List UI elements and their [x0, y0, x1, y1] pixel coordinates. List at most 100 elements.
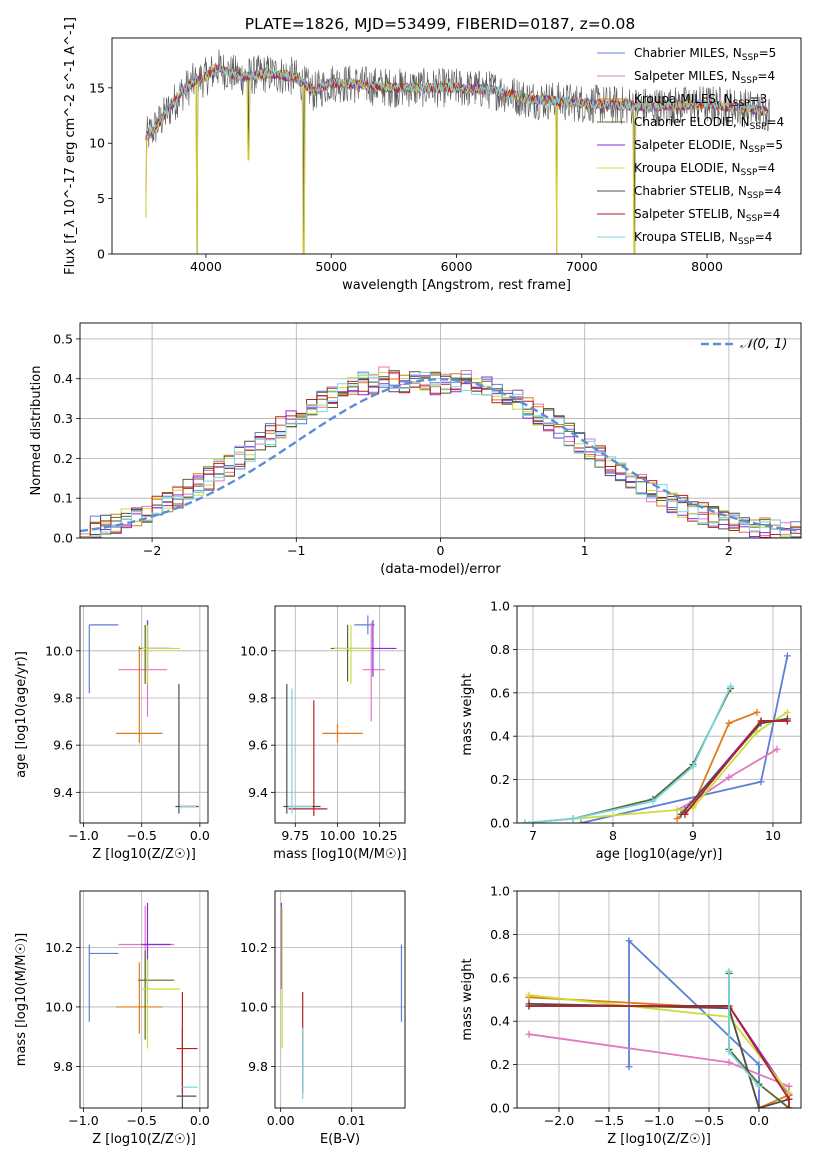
y-tick-label: 0.4	[53, 371, 73, 386]
panel-age_vs_Z: −1.0 −0.5 0.0 9.4 9.6 9.8 10.0 Z [log10(Z/Z☉)] a…	[14, 605, 210, 862]
plot-area	[88, 902, 198, 1108]
y-tick-label: 0.4	[490, 1014, 510, 1029]
series-marker	[755, 1104, 763, 1108]
series-marker	[753, 708, 761, 716]
y-tick-label: 0.5	[53, 331, 73, 346]
y-tick-label: 1.0	[490, 884, 510, 899]
legend-label-sub: SSP	[742, 53, 759, 63]
y-tick-label: 0	[97, 247, 105, 262]
series-marker	[785, 1095, 793, 1103]
grid-lines	[80, 606, 208, 823]
y-tick-label: 10	[89, 136, 105, 151]
errorbar-c4	[138, 950, 175, 1040]
y-tick-label: 5	[97, 191, 105, 206]
series-marker	[525, 1002, 533, 1010]
series-marker	[753, 728, 761, 736]
gaussian-curve	[80, 377, 801, 533]
series-marker	[727, 682, 735, 690]
panel-mass_vs_ebv: 0.00 0.01 9.8 10.0 10.2 E(B-V)	[240, 890, 406, 1147]
y-tick-label: 10.2	[45, 940, 73, 955]
series-marker	[689, 763, 697, 771]
legend-label-suffix: =3	[750, 92, 768, 106]
errorbar-c6	[141, 624, 181, 684]
y-tick-label: 10.0	[240, 643, 268, 658]
plot-area	[280, 902, 403, 1100]
series-marker	[783, 708, 791, 716]
grid-lines	[275, 606, 405, 823]
series-marker	[725, 719, 733, 727]
histogram-c9	[80, 372, 801, 538]
legend-label-sub: SSP	[741, 76, 758, 86]
series-marker	[785, 1104, 793, 1108]
panel-mass_vs_Z: −1.0 −0.5 0.0 9.8 10.0 10.2 Z [log10(Z/Z☉)] mas…	[14, 890, 210, 1147]
x-axis-label: Z [log10(Z/Z☉)]	[92, 847, 196, 862]
y-tick-label: 10.0	[45, 999, 73, 1014]
x-axis-label: E(B-V)	[320, 1132, 360, 1147]
x-tick-label: 7000	[566, 259, 598, 274]
x-tick-label: 10.00	[320, 828, 356, 843]
x-tick-label: 7	[529, 828, 537, 843]
legend-label-text: Chabrier ELODIE, N	[634, 115, 750, 129]
errorbar-c2	[362, 622, 385, 722]
legend: 𝒩(0, 1)	[701, 337, 787, 352]
series-marker	[785, 1089, 793, 1097]
series-marker	[725, 967, 733, 975]
figure-title: PLATE=1826, MJD=53499, FIBERID=0187, z=0…	[245, 15, 635, 33]
y-tick-label: 9.8	[248, 690, 268, 705]
errorbar-c8	[288, 700, 328, 816]
legend-label-suffix: =4	[764, 184, 782, 198]
y-tick-label: 10.2	[240, 940, 268, 955]
x-axis-label: wavelength [Angstrom, rest frame]	[342, 278, 571, 293]
legend-label-suffix: =4	[755, 230, 773, 244]
series-marker	[525, 991, 533, 999]
legend-label: Kroupa STELIB, NSSP=4	[634, 230, 772, 247]
x-tick-label: −1.0	[68, 828, 98, 843]
series-line-c2	[676, 748, 778, 811]
panel-age_vs_mass: 9.75 10.00 10.25 9.4 9.6 9.8 10.0 mass [log10(M…	[240, 605, 407, 862]
errorbar-c8	[176, 992, 198, 1094]
grid-lines	[275, 891, 405, 1108]
series-marker	[681, 810, 689, 818]
x-tick-label: −0.5	[126, 828, 156, 843]
x-tick-label: 8000	[691, 259, 723, 274]
errorbar-c6	[141, 959, 181, 1049]
series-marker	[673, 815, 681, 823]
y-tick-label: 0.8	[490, 927, 510, 942]
y-tick-label: 9.6	[53, 738, 73, 753]
y-tick-label: 0.6	[490, 685, 510, 700]
series-marker	[521, 819, 529, 823]
series-marker	[625, 937, 633, 945]
legend-label-suffix: =4	[763, 207, 781, 221]
y-tick-label: 9.6	[248, 738, 268, 753]
y-tick-label: 15	[89, 80, 105, 95]
legend-label-sub: SSP	[750, 122, 767, 132]
y-axis-label: Normed distribution	[29, 366, 44, 496]
y-axis-label: Flux [f_λ 10^-17 erg cm^-2 s^-1 A^-1]	[63, 17, 78, 275]
x-tick-label: 4000	[190, 259, 222, 274]
series-marker	[757, 778, 765, 786]
y-tick-label: 0.8	[490, 642, 510, 657]
plot-area	[283, 615, 397, 816]
errorbar-c9	[288, 688, 313, 814]
x-axis-label: mass [log10(M/M☉)]	[273, 847, 406, 862]
x-tick-label: −2.0	[544, 1113, 574, 1128]
legend-label: Salpeter STELIB, NSSP=4	[634, 207, 780, 224]
y-tick-label: 0.1	[53, 491, 73, 506]
y-tick-label: 0.2	[490, 1057, 510, 1072]
y-tick-label: 9.8	[248, 1059, 268, 1074]
x-tick-label: −1	[287, 543, 305, 558]
series-marker	[773, 745, 781, 753]
x-tick-label: 8	[609, 828, 617, 843]
series-line-c8	[529, 1005, 790, 1108]
y-tick-label: 1.0	[490, 599, 510, 614]
errorbar-c1	[88, 624, 119, 694]
x-tick-label: 0.01	[338, 1113, 366, 1128]
axes-frame	[79, 890, 209, 1109]
series-marker	[525, 1030, 533, 1038]
y-tick-label: 9.8	[53, 690, 73, 705]
y-tick-label: 0.0	[490, 1101, 510, 1116]
panel-residuals: −2 −1 0 1 2 0.0 0.1 0.2 0.3 0.4 0.5 (data-model)/er…	[29, 322, 802, 577]
legend-label-suffix: =5	[765, 138, 783, 152]
series-marker	[569, 815, 577, 823]
